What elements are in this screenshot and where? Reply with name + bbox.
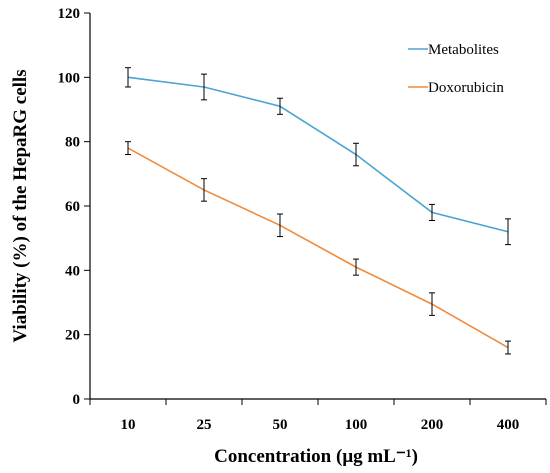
- series-line-doxorubicin: [127, 147, 509, 349]
- x-tick-label: 200: [421, 417, 444, 433]
- y-tick-label: 40: [65, 263, 80, 279]
- x-tick-label: 50: [273, 417, 288, 433]
- series-line-metabolites: [127, 76, 509, 233]
- y-tick-label: 60: [65, 199, 80, 215]
- x-tick-label: 25: [197, 417, 212, 433]
- series-layer: [125, 67, 511, 355]
- legend-label: Metabolites: [428, 42, 499, 58]
- axes: [89, 13, 546, 400]
- legend-label: Doxorubicin: [428, 80, 504, 96]
- x-tick-label: 10: [121, 417, 136, 433]
- y-tick-label: 80: [65, 135, 80, 151]
- legend: Metabolites Doxorubicin: [408, 42, 504, 96]
- x-ticks: 10 25 50 100 200 400: [89, 399, 547, 433]
- x-axis-title: Concentration (μg mL⁻¹): [214, 446, 418, 467]
- y-axis-title: Viability (%) of the HepaRG cells: [10, 69, 31, 342]
- y-tick-label: 0: [73, 392, 81, 408]
- y-tick-label: 120: [58, 6, 81, 22]
- x-tick-label: 100: [345, 417, 368, 433]
- y-tick-label: 20: [65, 328, 80, 344]
- y-ticks: 0 20 40 60 80 100 120: [58, 6, 90, 408]
- y-tick-label: 100: [58, 70, 81, 86]
- x-tick-label: 400: [497, 417, 520, 433]
